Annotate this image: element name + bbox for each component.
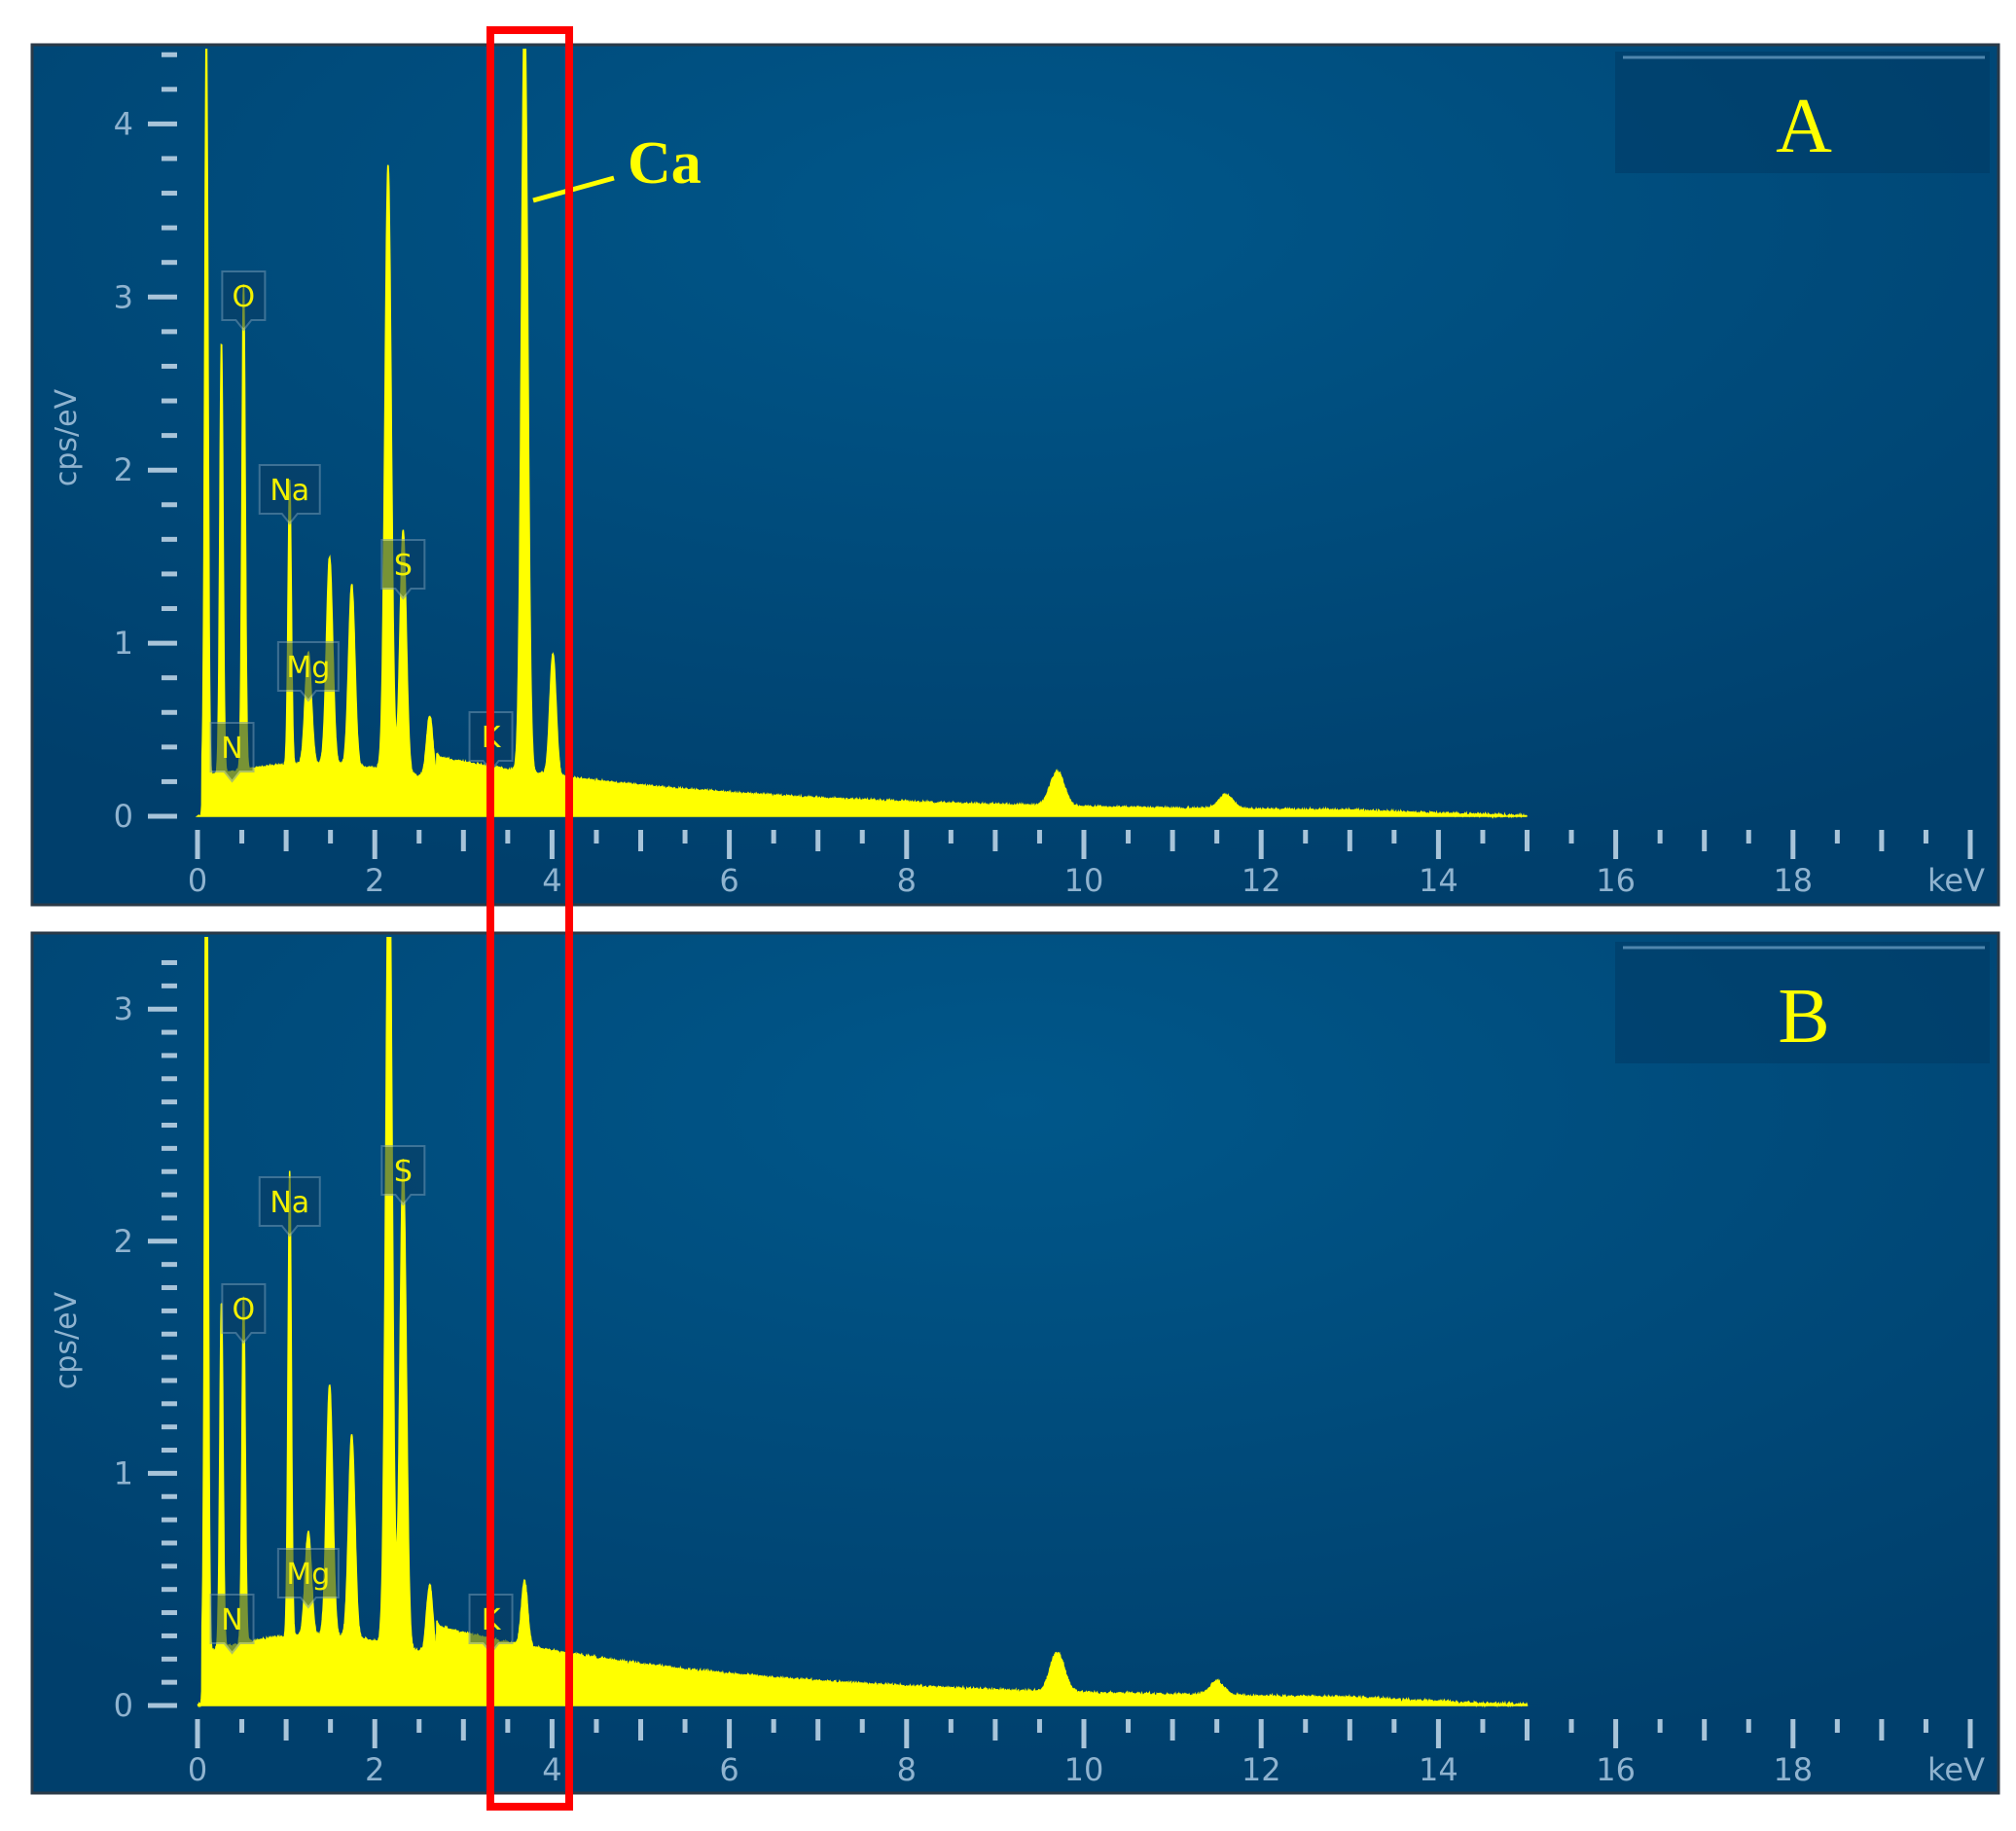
element-label-s: S — [381, 540, 424, 598]
element-label-na: Na — [260, 1177, 320, 1236]
spectrum-panel-a: 01234cps/eV0 2 4 6 8 10 12 14 16 18 keVONaMgSN KA — [32, 3, 1998, 905]
ca-label: Ca — [628, 130, 702, 197]
element-label-text: O — [233, 1293, 256, 1327]
element-label-n: N — [211, 1595, 254, 1653]
y-tick-label: 2 — [114, 451, 133, 488]
eds-spectra-figure: 01234cps/eV0 2 4 6 8 10 12 14 16 18 keVONaMgSN KA01… — [0, 0, 2016, 1831]
x-tick-label: 8 — [897, 862, 917, 899]
x-tick-label: 2 — [365, 1751, 384, 1788]
element-label-text: S — [394, 1155, 413, 1189]
x-tick-label: 16 — [1596, 1751, 1636, 1788]
element-label-mg: Mg — [278, 1549, 339, 1607]
element-label-mg: Mg — [278, 642, 339, 700]
element-label-s: S — [381, 1146, 424, 1204]
x-tick-label: 10 — [1064, 1751, 1104, 1788]
y-tick-label: 3 — [114, 278, 133, 315]
x-tick-label: 12 — [1242, 862, 1281, 899]
panel-label: B — [1778, 974, 1829, 1059]
x-tick-label: 0 — [188, 1751, 207, 1788]
x-axis-label: keV — [1927, 862, 1985, 899]
element-label-text: Na — [270, 1186, 309, 1220]
x-tick-label: 10 — [1064, 862, 1104, 899]
x-tick-label: 14 — [1419, 1751, 1458, 1788]
panel-label: A — [1776, 84, 1832, 169]
x-tick-label: 18 — [1773, 862, 1813, 899]
y-axis-label: cps/eV — [50, 1291, 84, 1389]
x-tick-label: 16 — [1596, 862, 1636, 899]
y-tick-label: 1 — [114, 1454, 133, 1491]
element-label-text: S — [394, 549, 413, 583]
x-tick-label: 8 — [897, 1751, 917, 1788]
y-tick-label: 4 — [114, 105, 133, 142]
element-label-text: Na — [270, 474, 309, 508]
element-label-o: O — [222, 271, 265, 330]
y-tick-label: 1 — [114, 625, 133, 662]
x-tick-label: 6 — [719, 1751, 738, 1788]
x-tick-label: 4 — [542, 1751, 561, 1788]
x-tick-label: 2 — [365, 862, 384, 899]
y-axis-label: cps/eV — [50, 388, 84, 486]
x-tick-label: 14 — [1419, 862, 1458, 899]
x-tick-label: 6 — [719, 862, 738, 899]
element-label-text: N — [221, 732, 242, 766]
x-axis-label: keV — [1927, 1751, 1985, 1788]
y-tick-label: 0 — [114, 1687, 133, 1724]
element-label-n: N — [211, 723, 254, 781]
element-label-text: N — [221, 1603, 242, 1637]
y-tick-label: 3 — [114, 990, 133, 1027]
element-label-text: Mg — [286, 651, 330, 685]
y-tick-label: 2 — [114, 1223, 133, 1260]
element-label-text: O — [233, 280, 256, 314]
y-tick-label: 0 — [114, 798, 133, 835]
element-label-o: O — [222, 1284, 265, 1343]
x-tick-label: 12 — [1242, 1751, 1281, 1788]
x-tick-label: 18 — [1773, 1751, 1813, 1788]
element-label-na: Na — [260, 465, 320, 523]
x-tick-label: 4 — [542, 862, 561, 899]
element-label-text: Mg — [286, 1558, 330, 1592]
x-tick-label: 0 — [188, 862, 207, 899]
